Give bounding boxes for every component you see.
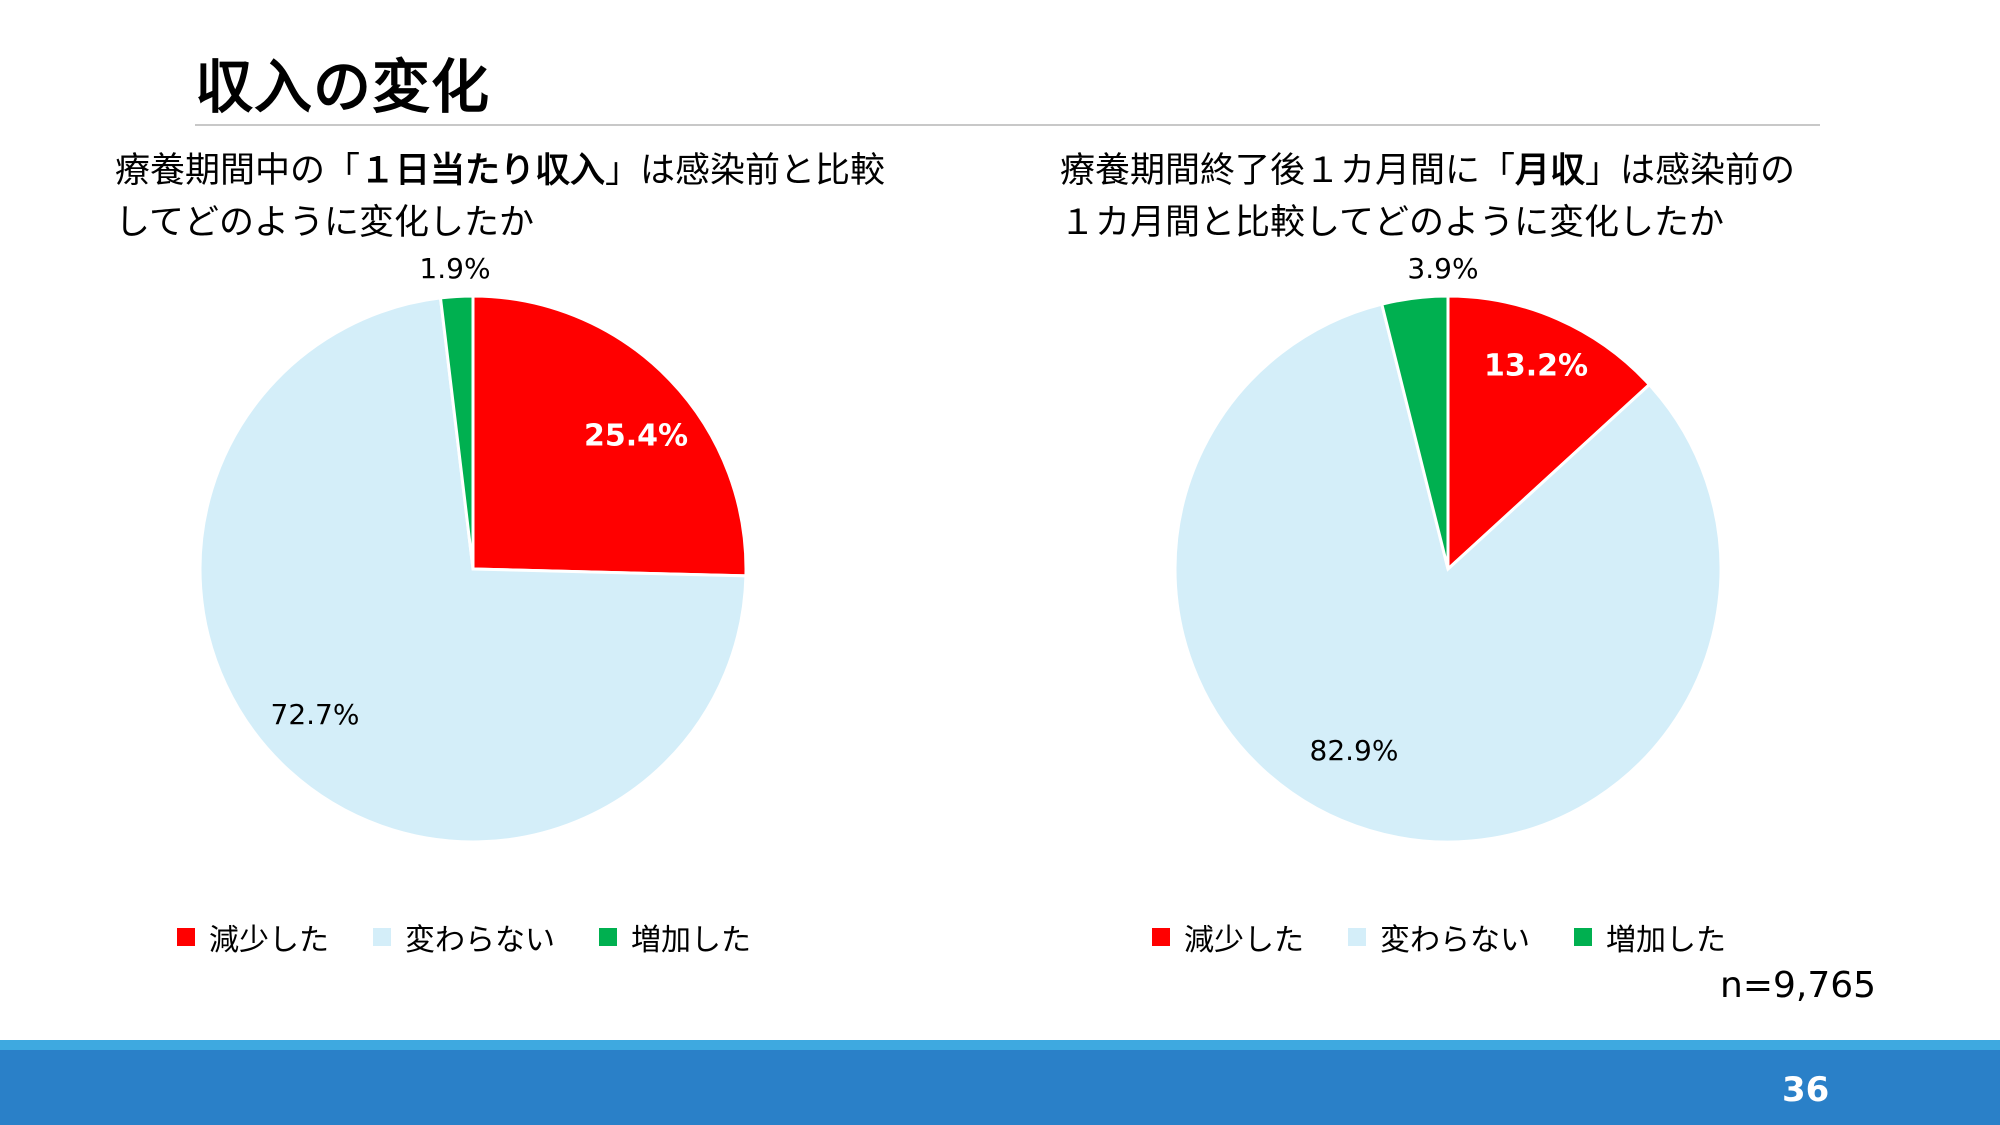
- question-right: 療養期間終了後１カ月間に「月収」は感染前の １カ月間と比較してどのように変化した…: [1060, 145, 1795, 249]
- legend-swatch: [1152, 928, 1170, 946]
- legend-swatch: [373, 928, 391, 946]
- left-slice-increased: [438, 294, 475, 570]
- question-right-post: 」は感染前の １カ月間と比較してどのように変化したか: [1060, 151, 1796, 243]
- left-slice-increased-label: 1.9%: [419, 252, 490, 285]
- left-slice-decreased: [471, 294, 748, 578]
- legend-label: 変わらない: [405, 923, 555, 958]
- legend-label: 減少した: [209, 923, 329, 958]
- legend-label: 減少した: [1184, 923, 1304, 958]
- legend-swatch: [599, 928, 617, 946]
- sample-size: n=9,765: [1720, 965, 1877, 1006]
- right-slice-decreased: [1446, 294, 1652, 573]
- legend-item-decreased: 減少した: [1152, 915, 1304, 959]
- legend-label: 増加した: [1606, 923, 1726, 958]
- footer-bar: [0, 1050, 2000, 1125]
- question-left-bold: １日当たり収入: [360, 151, 606, 191]
- legend-swatch: [1348, 928, 1366, 946]
- legend-item-unchanged: 変わらない: [1348, 915, 1530, 959]
- legend-swatch: [177, 928, 195, 946]
- right-slice-unchanged-label: 82.9%: [1310, 734, 1399, 767]
- legend-item-decreased: 減少した: [177, 915, 329, 959]
- right-slice-decreased-label: 13.2%: [1484, 349, 1588, 384]
- right-slice-increased: [1379, 294, 1450, 570]
- legend-left: 減少した 変わらない 増加した: [177, 915, 795, 959]
- question-right-bold: 月収: [1515, 151, 1586, 191]
- question-left: 療養期間中の「１日当たり収入」は感染前と比較 してどのように変化したか: [115, 145, 885, 249]
- legend-item-increased: 増加した: [599, 915, 751, 959]
- legend-label: 変わらない: [1380, 923, 1530, 958]
- question-left-pre: 療養期間中の「: [115, 151, 361, 191]
- page-number: 36: [1782, 1070, 1830, 1110]
- legend-item-increased: 増加した: [1574, 915, 1726, 959]
- legend-item-unchanged: 変わらない: [373, 915, 555, 959]
- left-slice-decreased-label: 25.4%: [584, 419, 688, 454]
- right-slice-unchanged: [1173, 302, 1723, 844]
- legend-swatch: [1574, 928, 1592, 946]
- title-divider: [195, 124, 1820, 126]
- right-slice-increased-label: 3.9%: [1407, 252, 1478, 285]
- legend-label: 増加した: [631, 923, 751, 958]
- question-right-pre: 療養期間終了後１カ月間に「: [1060, 151, 1516, 191]
- left-slice-unchanged-label: 72.7%: [271, 698, 360, 731]
- footer-accent: [0, 1040, 2000, 1050]
- question-left-post: 」は感染前と比較 してどのように変化したか: [115, 151, 886, 243]
- legend-right: 減少した 変わらない 増加した: [1152, 915, 1770, 959]
- page-title: 収入の変化: [195, 53, 491, 121]
- left-slice-unchanged: [198, 296, 748, 844]
